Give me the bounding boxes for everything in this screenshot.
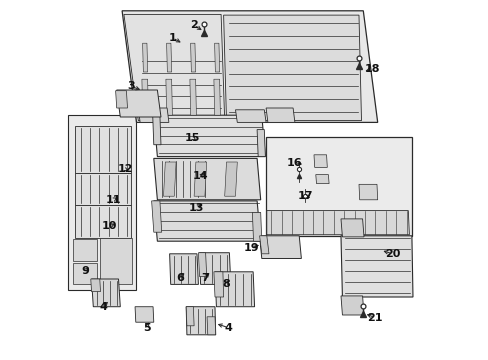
Text: 5: 5 bbox=[142, 323, 150, 333]
Polygon shape bbox=[315, 175, 328, 184]
Polygon shape bbox=[166, 43, 171, 72]
Polygon shape bbox=[340, 236, 412, 297]
Text: 4: 4 bbox=[99, 302, 107, 312]
Polygon shape bbox=[142, 79, 148, 115]
Polygon shape bbox=[186, 307, 194, 326]
Text: 7: 7 bbox=[201, 273, 208, 283]
Polygon shape bbox=[117, 90, 161, 117]
Polygon shape bbox=[340, 296, 363, 315]
Polygon shape bbox=[73, 239, 97, 261]
Polygon shape bbox=[223, 15, 361, 121]
Polygon shape bbox=[163, 162, 176, 196]
Text: 14: 14 bbox=[192, 171, 208, 181]
Polygon shape bbox=[123, 14, 224, 121]
Text: 8: 8 bbox=[222, 279, 229, 289]
Text: 20: 20 bbox=[385, 249, 400, 259]
Polygon shape bbox=[213, 79, 220, 115]
Text: 1: 1 bbox=[168, 33, 176, 43]
Polygon shape bbox=[266, 211, 408, 235]
Text: 2: 2 bbox=[190, 20, 198, 30]
Polygon shape bbox=[340, 219, 363, 237]
Polygon shape bbox=[153, 115, 265, 157]
Text: 13: 13 bbox=[188, 203, 203, 213]
Polygon shape bbox=[135, 307, 153, 322]
Text: 4: 4 bbox=[224, 323, 232, 333]
Text: 18: 18 bbox=[364, 64, 379, 74]
Polygon shape bbox=[224, 162, 237, 196]
Polygon shape bbox=[153, 158, 260, 200]
Text: 3: 3 bbox=[127, 81, 135, 91]
Polygon shape bbox=[257, 130, 265, 157]
Polygon shape bbox=[91, 279, 120, 307]
Polygon shape bbox=[91, 279, 101, 292]
Polygon shape bbox=[214, 43, 219, 72]
Polygon shape bbox=[75, 205, 131, 238]
Polygon shape bbox=[68, 115, 136, 290]
Polygon shape bbox=[265, 108, 294, 122]
Polygon shape bbox=[115, 91, 127, 108]
Polygon shape bbox=[75, 173, 131, 205]
Text: 15: 15 bbox=[184, 132, 200, 143]
Polygon shape bbox=[259, 236, 301, 258]
Polygon shape bbox=[142, 43, 147, 72]
Polygon shape bbox=[190, 43, 195, 72]
Polygon shape bbox=[189, 79, 196, 115]
Polygon shape bbox=[75, 126, 131, 173]
Polygon shape bbox=[215, 272, 254, 307]
Polygon shape bbox=[151, 201, 162, 232]
Text: 19: 19 bbox=[244, 243, 259, 253]
Text: 21: 21 bbox=[366, 312, 382, 323]
Polygon shape bbox=[235, 110, 265, 122]
Polygon shape bbox=[165, 79, 172, 115]
Polygon shape bbox=[101, 238, 132, 284]
Polygon shape bbox=[252, 212, 261, 241]
Polygon shape bbox=[313, 155, 326, 167]
Polygon shape bbox=[194, 162, 206, 196]
Polygon shape bbox=[198, 253, 206, 276]
Text: 6: 6 bbox=[176, 273, 184, 283]
Text: 16: 16 bbox=[286, 158, 302, 168]
Polygon shape bbox=[73, 263, 97, 284]
Polygon shape bbox=[358, 184, 377, 200]
Text: 17: 17 bbox=[297, 191, 312, 201]
Polygon shape bbox=[138, 108, 168, 122]
Text: 10: 10 bbox=[102, 221, 117, 231]
Polygon shape bbox=[259, 236, 268, 254]
Polygon shape bbox=[199, 253, 230, 284]
Text: 12: 12 bbox=[117, 164, 132, 174]
Polygon shape bbox=[186, 307, 215, 335]
Polygon shape bbox=[265, 137, 411, 236]
Polygon shape bbox=[213, 272, 223, 297]
Text: 11: 11 bbox=[105, 195, 121, 205]
Polygon shape bbox=[169, 254, 198, 284]
Polygon shape bbox=[152, 115, 161, 145]
Polygon shape bbox=[206, 317, 215, 335]
Text: 9: 9 bbox=[81, 266, 89, 276]
Polygon shape bbox=[122, 11, 377, 122]
Polygon shape bbox=[153, 201, 260, 241]
